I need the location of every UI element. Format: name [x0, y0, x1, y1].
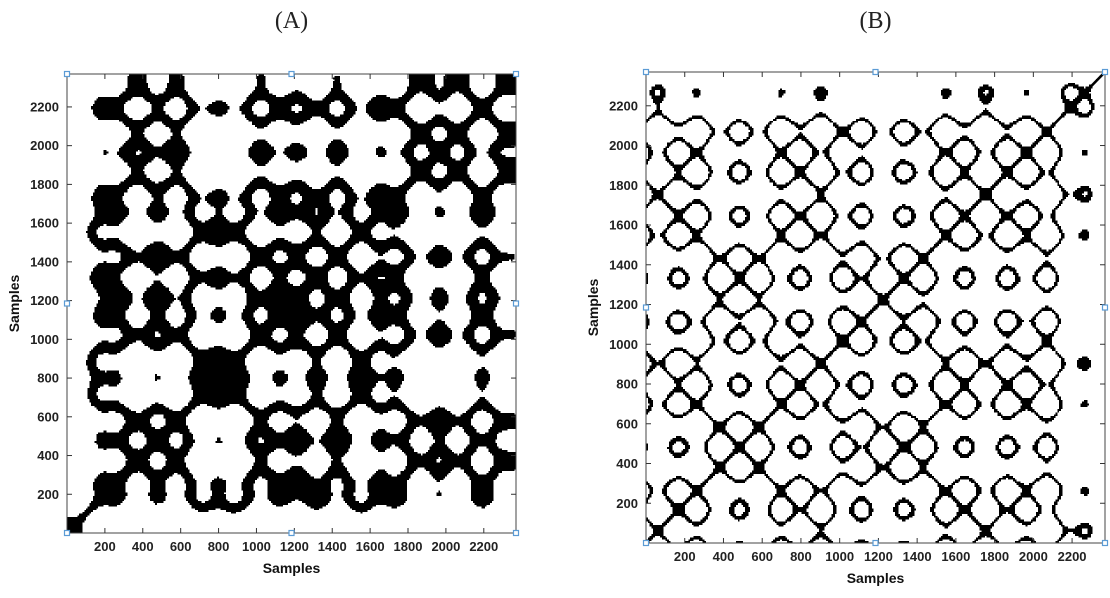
frame-handle-a-6	[288, 529, 295, 537]
frame-handle-b-0	[642, 68, 650, 76]
y-tick-label-a-8: 1800	[30, 177, 59, 192]
y-tick-label-a-5: 1200	[30, 293, 59, 308]
y-tick-label-b-3: 800	[616, 377, 638, 392]
frame-handle-b-7	[1101, 539, 1109, 547]
x-tick-label-a-4: 1000	[242, 539, 271, 554]
recurrence-plot-b: (B) 200 400 600 800 1000 1200 1400 1600 1800 2000 2…	[585, 8, 1109, 586]
y-tick-label-b-1: 400	[616, 456, 638, 471]
y-tick-label-b-9: 2000	[609, 138, 638, 153]
line-of-identity-b	[645, 71, 1106, 544]
x-tick-label-a-7: 1600	[356, 539, 385, 554]
y-tick-label-a-7: 1600	[30, 216, 59, 231]
x-tick-label-b-4: 1000	[825, 549, 854, 564]
frame-handle-a-4	[512, 300, 520, 307]
x-tick-label-b-2: 600	[751, 549, 773, 564]
y-tick-label-a-3: 800	[37, 371, 59, 386]
y-tick-label-a-1: 400	[37, 448, 59, 463]
frame-handle-b-6	[872, 539, 879, 547]
line-of-identity-a	[66, 73, 517, 534]
x-tick-label-b-5: 1200	[864, 549, 893, 564]
x-tick-label-b-7: 1600	[941, 549, 970, 564]
frame-handle-a-1	[288, 70, 295, 78]
x-tick-label-b-8: 1800	[980, 549, 1009, 564]
x-tick-label-a-5: 1200	[280, 539, 309, 554]
y-tick-label-b-0: 200	[616, 496, 638, 511]
frame-handle-a-5	[63, 529, 71, 537]
x-tick-label-a-6: 1400	[318, 539, 347, 554]
y-tick-label-a-10: 2200	[30, 99, 59, 114]
frame-handle-b-1	[872, 68, 879, 76]
frame-handle-b-4	[1101, 304, 1109, 311]
y-tick-label-a-0: 200	[37, 487, 59, 502]
frame-handle-b-5	[642, 539, 650, 547]
y-tick-label-b-7: 1600	[609, 218, 638, 233]
y-tick-label-b-6: 1400	[609, 257, 638, 272]
x-tick-label-b-0: 200	[674, 549, 696, 564]
y-axis-label-a: Samples	[6, 274, 22, 332]
y-tick-label-a-2: 600	[37, 409, 59, 424]
x-tick-label-b-10: 2200	[1058, 549, 1087, 564]
x-axis-label-b: Samples	[847, 570, 905, 586]
x-tick-label-b-6: 1400	[903, 549, 932, 564]
panel-label-a: (A)	[275, 8, 308, 34]
y-tick-label-b-10: 2200	[609, 98, 638, 113]
frame-handle-b-2	[1101, 68, 1109, 76]
x-tick-label-a-9: 2000	[431, 539, 460, 554]
y-tick-label-b-2: 600	[616, 416, 638, 431]
y-tick-label-a-6: 1400	[30, 254, 59, 269]
x-tick-label-a-3: 800	[208, 539, 230, 554]
y-tick-label-b-8: 1800	[609, 178, 638, 193]
y-axis-label-b: Samples	[585, 278, 601, 336]
x-tick-label-a-2: 600	[170, 539, 192, 554]
x-tick-label-a-10: 2200	[469, 539, 498, 554]
y-tick-label-a-9: 2000	[30, 138, 59, 153]
recurrence-plot-a: (A) 200 400 600 800 1000 1200 1400 1600 1800 2000 2…	[6, 8, 520, 576]
panel-label-b: (B)	[860, 8, 892, 34]
x-tick-label-b-1: 400	[713, 549, 735, 564]
y-tick-label-b-4: 1000	[609, 337, 638, 352]
x-tick-label-b-3: 800	[790, 549, 812, 564]
frame-handle-a-2	[512, 70, 520, 78]
x-tick-label-a-1: 400	[132, 539, 154, 554]
y-tick-label-a-4: 1000	[30, 332, 59, 347]
frame-handle-a-3	[63, 300, 71, 307]
y-tick-label-b-5: 1200	[609, 297, 638, 312]
x-axis-label-a: Samples	[263, 560, 321, 576]
frame-handle-b-3	[642, 304, 650, 311]
frame-handle-a-0	[63, 70, 71, 78]
x-tick-label-a-0: 200	[94, 539, 116, 554]
x-tick-label-a-8: 1800	[394, 539, 423, 554]
frame-handle-a-7	[512, 529, 520, 537]
x-tick-label-b-9: 2000	[1019, 549, 1048, 564]
